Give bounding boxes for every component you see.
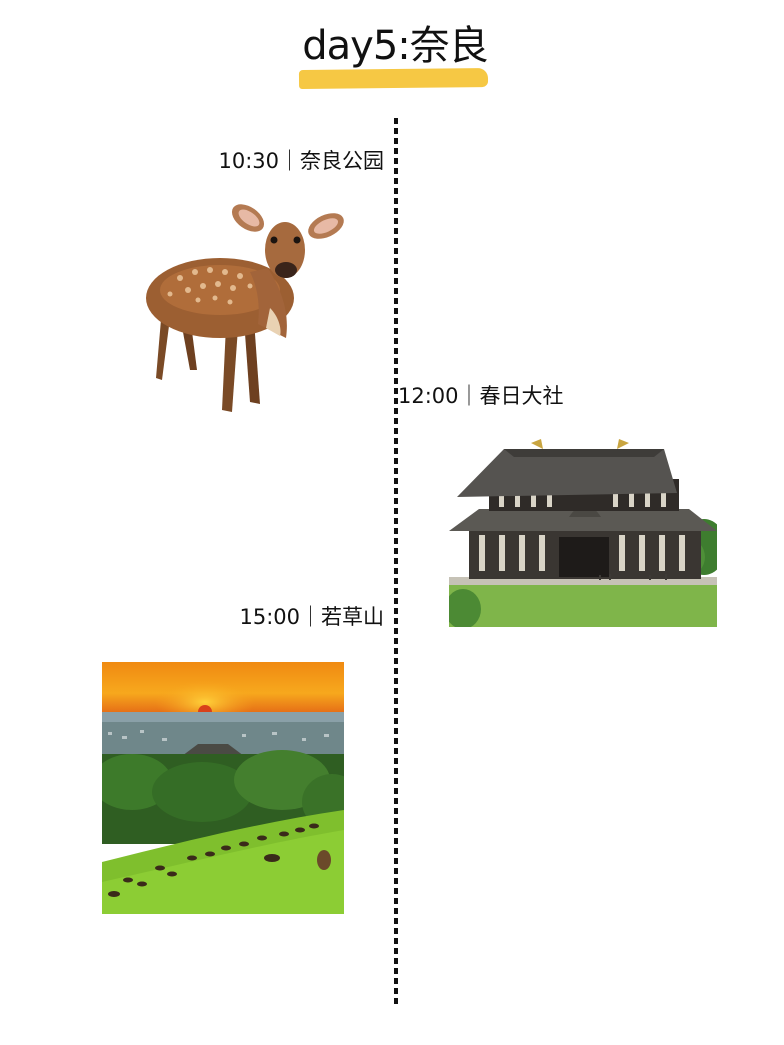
page-title: day5:奈良 [302, 23, 489, 69]
temple-hall-illustration [449, 437, 717, 627]
stop-label-nara-park: 10:30｜奈良公园 [218, 149, 384, 173]
stop-label-wakakusa-yama: 15:00｜若草山 [239, 605, 384, 629]
sunset-hill-illustration [102, 662, 344, 914]
deer-photo [140, 198, 350, 420]
title-highlight-stroke [298, 68, 489, 89]
sunset-hill-deer-photo [102, 662, 344, 914]
page-title-block: day5:奈良 [290, 22, 500, 97]
timeline-dashed-line [394, 118, 398, 1006]
stop-label-kasuga-taisha: 12:00｜春日大社 [398, 384, 564, 408]
deer-illustration [146, 204, 344, 412]
temple-hall-photo [449, 437, 717, 627]
